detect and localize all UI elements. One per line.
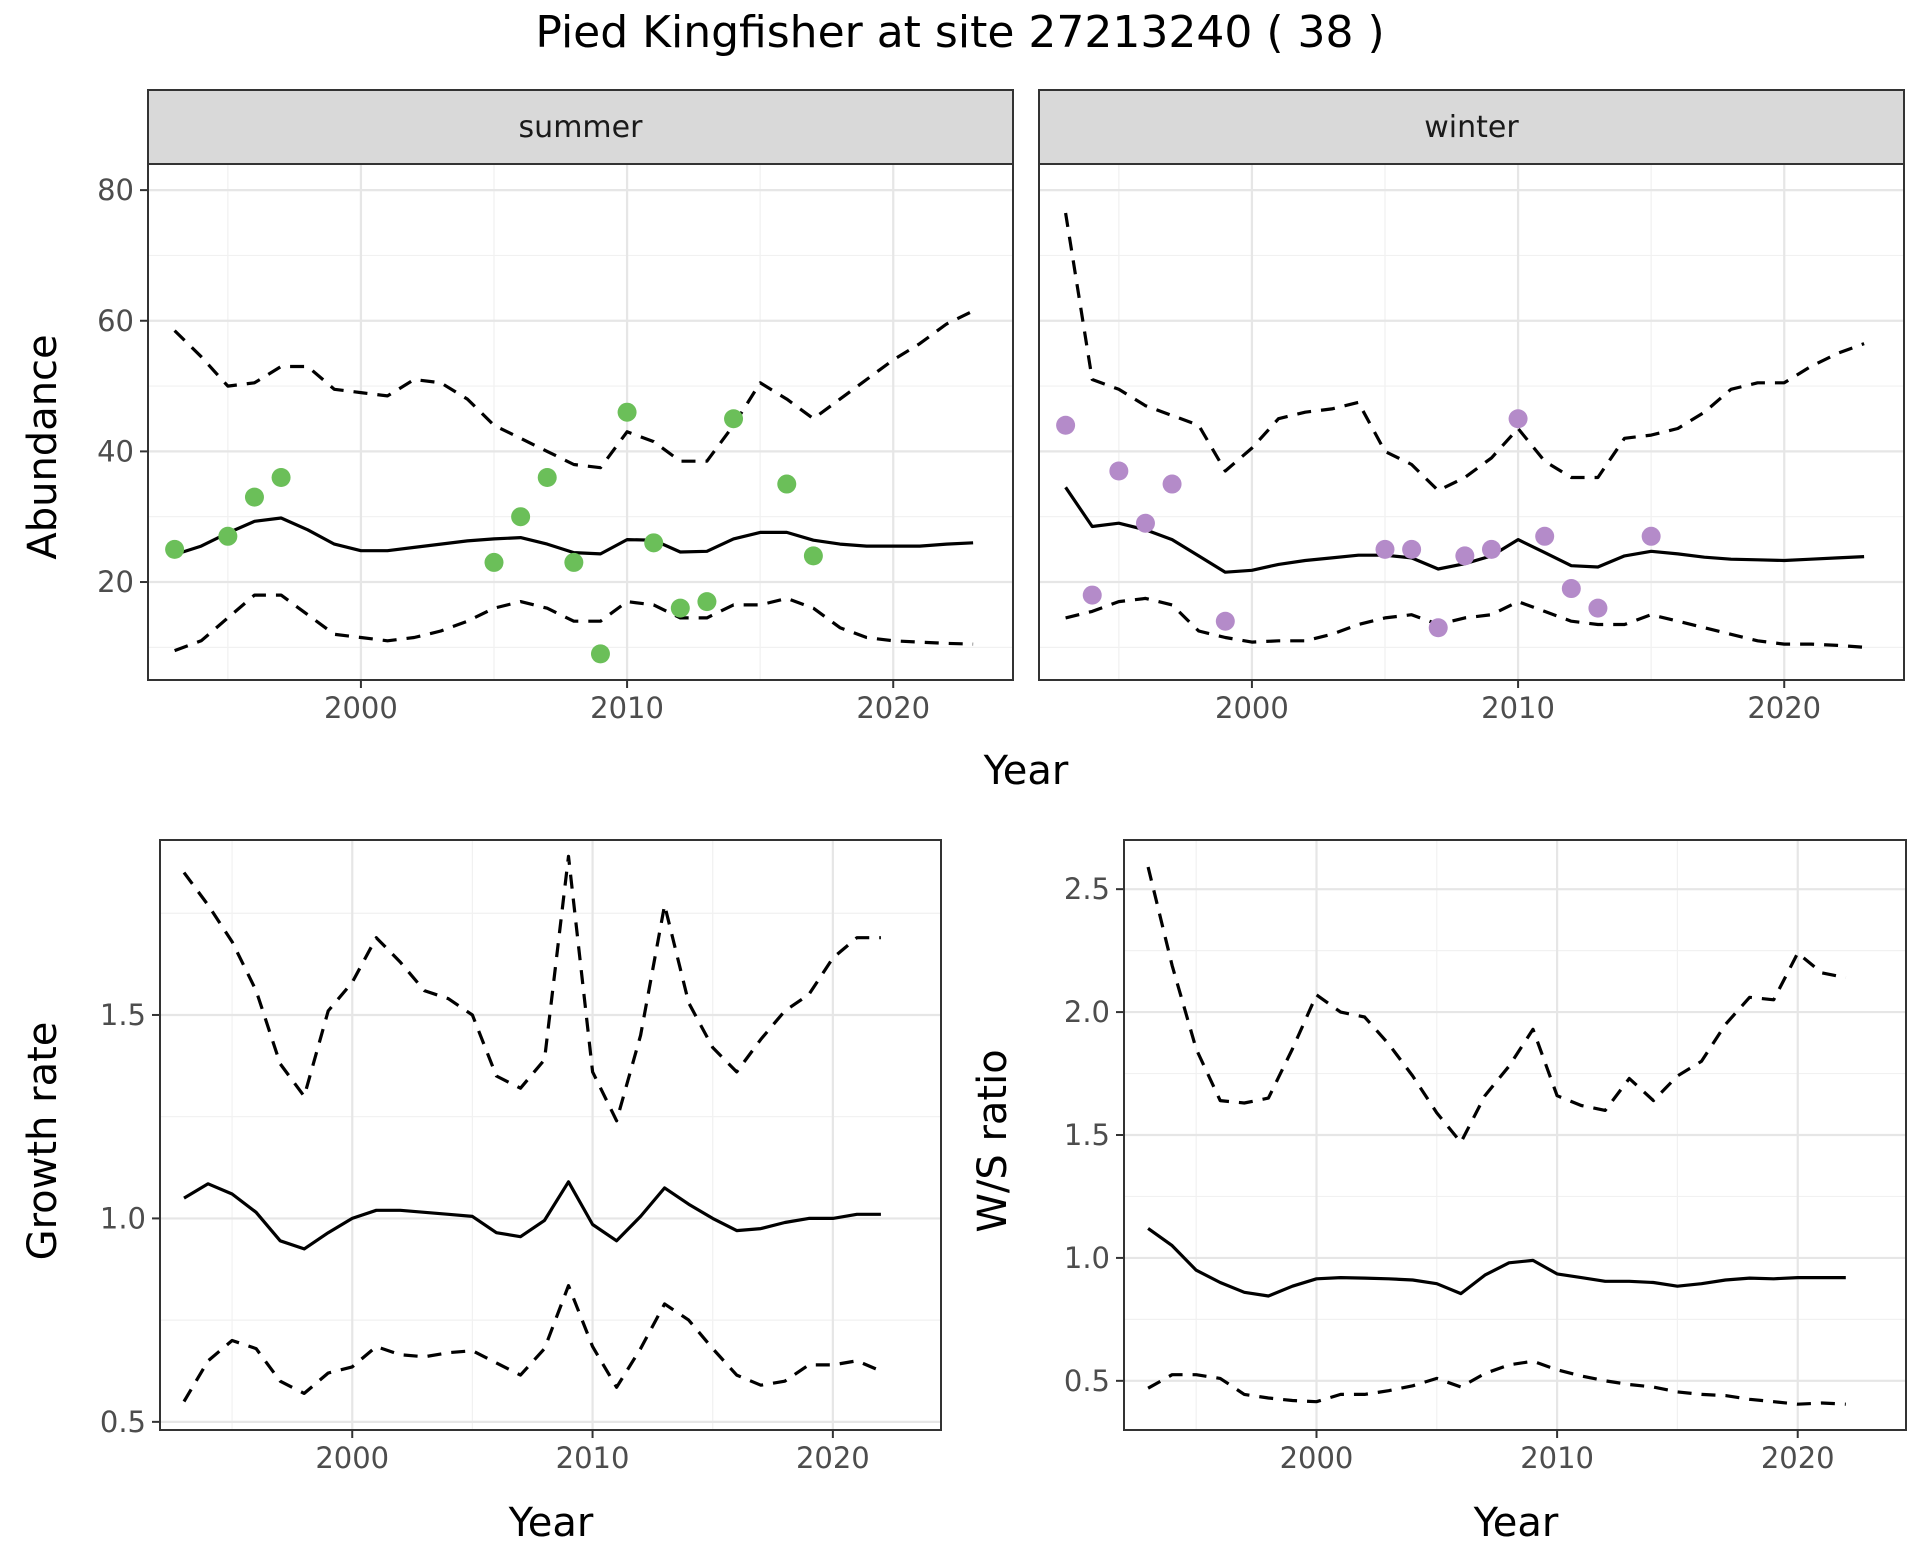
summer-observed-point <box>271 468 291 488</box>
winter-observed-point <box>1561 579 1581 599</box>
facet-summer-label: summer <box>519 110 644 145</box>
summer-observed-point <box>697 592 717 612</box>
winter-observed-point <box>1402 539 1422 559</box>
winter-observed-point <box>1215 611 1235 631</box>
summer-observed-point <box>244 487 264 507</box>
ws-y-tick-label: 1.0 <box>1064 1241 1110 1275</box>
summer-observed-point <box>803 546 823 566</box>
summer-y-tick-label: 40 <box>97 434 134 468</box>
winter-observed-point <box>1135 513 1155 533</box>
winter-panel-border <box>1038 163 1905 681</box>
summer-observed-point <box>511 507 531 527</box>
ws-x-tick-label: 2000 <box>1280 1441 1354 1475</box>
ws-x-tick-label: 2020 <box>1761 1441 1835 1475</box>
facet-summer-strip <box>147 89 1014 165</box>
summer-observed-point <box>670 598 690 618</box>
ws-ratio-chart: 2000 2010 2020 0.5 1.0 1.5 2.0 2.5 Year W/S rat… <box>970 839 1907 1546</box>
growth-x-tick-label: 2020 <box>796 1441 870 1475</box>
summer-upper-ci-line <box>173 309 974 470</box>
winter-x-tick-label: 2000 <box>1215 691 1289 725</box>
summer-x-tick-label: 2020 <box>856 691 930 725</box>
winter-observed-point <box>1481 539 1501 559</box>
growth-panel-border <box>159 839 942 1431</box>
summer-y-tick-label: 20 <box>97 565 134 599</box>
winter-x-tick-label: 2020 <box>1747 691 1821 725</box>
winter-observed-point <box>1056 415 1076 435</box>
ws-y-tick-label: 2.0 <box>1064 995 1110 1029</box>
ws-x-axis-title: Year <box>1473 1500 1559 1546</box>
summer-observed-point <box>724 409 744 429</box>
summer-observed-point <box>564 552 584 572</box>
ws-mean-line <box>1147 1227 1846 1298</box>
facet-winter-strip <box>1038 89 1905 165</box>
growth-rate-plot-area: 2000 2010 2020 0.5 1.0 1.5 <box>100 839 942 1475</box>
summer-mean-line <box>174 516 974 557</box>
winter-observed-point <box>1455 546 1475 566</box>
ws-y-axis-title: W/S ratio <box>970 1049 1016 1232</box>
summer-panel-border <box>147 163 1014 681</box>
growth-lower-ci-line <box>182 1283 882 1403</box>
growth-upper-ci-line <box>182 854 881 1123</box>
facet-winter-label: winter <box>1424 110 1519 145</box>
growth-rate-chart: 2000 2010 2020 0.5 1.0 1.5 Year Growth rate <box>20 839 942 1546</box>
winter-observed-point <box>1082 585 1102 605</box>
ws-x-tick-label: 2010 <box>1520 1441 1594 1475</box>
ws-upper-ci-line <box>1146 866 1847 1145</box>
summer-x-tick-label: 2010 <box>590 691 664 725</box>
summer-observed-point <box>165 539 185 559</box>
summer-lower-ci-line <box>174 593 974 653</box>
figure-title: Pied Kingfisher at site 27213240 ( 38 ) <box>535 7 1384 58</box>
winter-observed-point <box>1109 461 1129 481</box>
winter-observed-point <box>1535 526 1555 546</box>
growth-y-tick-label: 0.5 <box>100 1405 146 1439</box>
summer-observed-point <box>644 533 664 553</box>
winter-x-tick-label: 2010 <box>1481 691 1555 725</box>
growth-y-tick-label: 1.5 <box>100 998 146 1032</box>
ws-y-tick-label: 1.5 <box>1064 1118 1110 1152</box>
summer-y-tick-label: 60 <box>97 304 134 338</box>
summer-observed-point <box>484 552 504 572</box>
summer-y-tick-label: 80 <box>97 173 134 207</box>
growth-x-tick-label: 2010 <box>556 1441 630 1475</box>
winter-observed-point <box>1428 618 1448 638</box>
summer-observed-point <box>537 468 557 488</box>
abundance-y-axis-title: Abundance <box>20 334 66 559</box>
winter-observed-point <box>1508 409 1528 429</box>
ws-y-tick-label: 2.5 <box>1064 872 1110 906</box>
ws-lower-ci-line <box>1147 1359 1846 1406</box>
summer-observed-point <box>617 402 637 422</box>
winter-observed-point <box>1588 598 1608 618</box>
ws-ratio-plot-area: 2000 2010 2020 0.5 1.0 1.5 2.0 2.5 <box>1064 839 1907 1475</box>
ws-y-tick-label: 0.5 <box>1064 1364 1110 1398</box>
winter-observed-point <box>1162 474 1182 494</box>
summer-x-tick-label: 2000 <box>324 691 398 725</box>
winter-lower-ci-line <box>1065 596 1865 649</box>
abundance-x-axis-title: Year <box>983 748 1069 794</box>
summer-observed-point <box>777 474 797 494</box>
growth-x-tick-label: 2000 <box>315 1441 389 1475</box>
summer-observed-point <box>590 644 610 664</box>
winter-upper-ci-line <box>1064 212 1865 493</box>
facet-winter-panel: winter 2000 2010 2020 <box>1038 89 1905 725</box>
summer-observed-point <box>218 526 238 546</box>
winter-observed-point <box>1375 539 1395 559</box>
growth-y-tick-label: 1.0 <box>100 1201 146 1235</box>
winter-plot-area: 2000 2010 2020 <box>1038 163 1905 725</box>
growth-x-axis-title: Year <box>508 1500 594 1546</box>
growth-y-axis-title: Growth rate <box>20 1022 66 1261</box>
growth-mean-line <box>183 1180 881 1251</box>
winter-observed-point <box>1641 526 1661 546</box>
